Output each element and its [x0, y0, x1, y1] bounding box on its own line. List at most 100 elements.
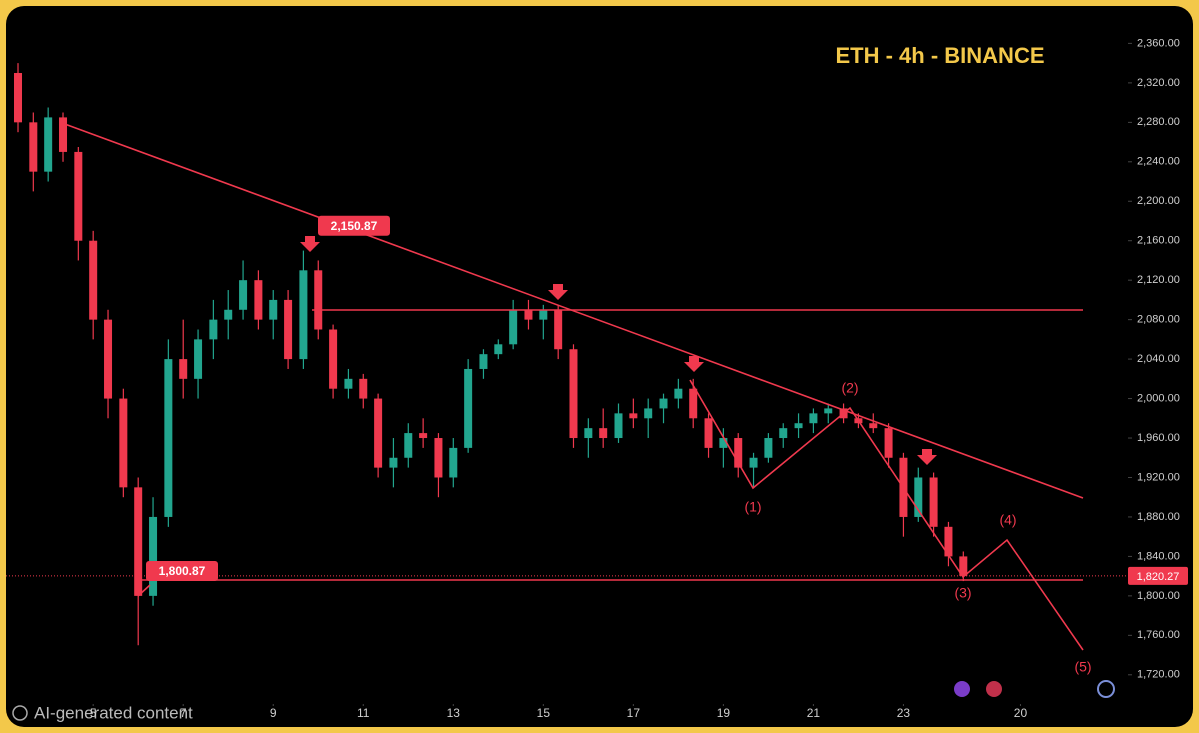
wave-labels: (1) (2) (3) (4) (5)	[744, 380, 1091, 675]
x-tick-label: 17	[627, 706, 641, 720]
candle-body	[569, 349, 578, 439]
ai-icon	[12, 705, 28, 721]
candle-body	[239, 280, 248, 310]
candle-body	[359, 378, 368, 399]
candle-body	[404, 433, 413, 458]
candle-body	[284, 299, 293, 360]
arrow	[548, 284, 568, 300]
y-tick-label: 2,120.00	[1137, 274, 1180, 286]
candle-body	[584, 428, 593, 439]
y-tick-label: 1,720.00	[1137, 669, 1180, 681]
price-callout-label: 2,150.87	[331, 219, 378, 233]
y-tick-label: 2,000.00	[1137, 392, 1180, 404]
x-tick-label: 5	[90, 706, 97, 720]
candle-body	[224, 309, 233, 320]
candle-body	[824, 408, 833, 414]
candle-body	[329, 329, 338, 389]
x-tick-label: 7	[180, 706, 187, 720]
candle-body	[869, 423, 878, 429]
candle-body	[59, 117, 68, 152]
arrow	[300, 236, 320, 252]
y-tick-label: 2,200.00	[1137, 195, 1180, 207]
candle-body	[779, 428, 788, 439]
candle-body	[794, 423, 803, 429]
candle-body	[809, 413, 818, 424]
y-tick-label: 1,920.00	[1137, 471, 1180, 483]
candle-body	[914, 477, 923, 517]
last-price-tag	[1128, 566, 1188, 585]
candle-body	[119, 398, 128, 488]
annotations	[61, 122, 1084, 651]
wave-label: (4)	[999, 512, 1016, 528]
y-tick-label: 2,080.00	[1137, 314, 1180, 326]
price-callout	[318, 215, 390, 236]
pointer	[137, 584, 151, 597]
candle-body	[449, 447, 458, 478]
arrow	[684, 356, 704, 372]
wave-label: (2)	[841, 380, 858, 396]
candle-body	[929, 477, 938, 527]
candle-body	[884, 428, 893, 458]
wave-label: (5)	[1074, 659, 1091, 675]
arrows	[300, 236, 937, 465]
candle-body	[209, 319, 218, 340]
x-tick-label: 9	[270, 706, 277, 720]
candle-body	[689, 388, 698, 419]
watermark: AI-generated content	[34, 703, 193, 722]
y-tick-label: 2,040.00	[1137, 353, 1180, 365]
candle-body	[14, 73, 23, 123]
x-tick-label: 11	[357, 706, 370, 720]
candle-body	[269, 299, 278, 320]
candle-body	[749, 457, 758, 468]
candle-body	[74, 151, 83, 241]
candle-body	[644, 408, 653, 419]
candle-body	[179, 359, 188, 379]
candle-body	[254, 280, 263, 320]
x-tick-label: 20	[1014, 706, 1028, 720]
candle-body	[434, 438, 443, 478]
candle-body	[659, 398, 668, 409]
x-tick-label: 15	[537, 706, 551, 720]
candle-body	[29, 122, 38, 172]
y-tick-label: 2,160.00	[1137, 235, 1180, 247]
icon	[954, 681, 970, 697]
y-tick-label: 2,280.00	[1137, 116, 1180, 128]
candle-body	[704, 418, 713, 448]
candle-body	[734, 438, 743, 468]
x-tick-label: 21	[807, 706, 821, 720]
y-tick-label: 2,240.00	[1137, 156, 1180, 168]
candle-body	[509, 309, 518, 345]
candle-body	[674, 388, 683, 399]
x-tick-label: 23	[897, 706, 911, 720]
candle-body	[89, 240, 98, 320]
x-tick-label: 19	[717, 706, 731, 720]
candle-body	[554, 309, 563, 350]
y-tick-label: 1,760.00	[1137, 629, 1180, 641]
candle-body	[944, 526, 953, 557]
icon	[1097, 680, 1115, 698]
candle-body	[104, 319, 113, 399]
chart: (1) (2) (3) (4) (5) ETH - 4h - BINANCE A…	[6, 37, 1188, 722]
wave-label: (3)	[954, 585, 971, 601]
candle-body	[629, 413, 638, 419]
price-callout-label: 1,800.87	[159, 564, 206, 578]
wave-path	[689, 379, 1084, 651]
candle-body	[389, 457, 398, 468]
candle-body	[464, 368, 473, 448]
candle-body	[599, 428, 608, 439]
candle-body	[539, 309, 548, 320]
candle-body	[314, 270, 323, 330]
y-tick-label: 1,840.00	[1137, 550, 1180, 562]
candle-body	[479, 354, 488, 369]
last-price-label: 1,820.27	[1137, 571, 1180, 583]
y-tick-label: 2,360.00	[1137, 37, 1180, 49]
candle-body	[494, 344, 503, 355]
candle-body	[614, 413, 623, 439]
candle-body	[959, 556, 968, 576]
y-tick-label: 1,880.00	[1137, 511, 1180, 523]
y-tick-label: 2,320.00	[1137, 77, 1180, 89]
candle-body	[299, 270, 308, 360]
candle-body	[524, 309, 533, 320]
wave-label: (1)	[744, 499, 761, 515]
